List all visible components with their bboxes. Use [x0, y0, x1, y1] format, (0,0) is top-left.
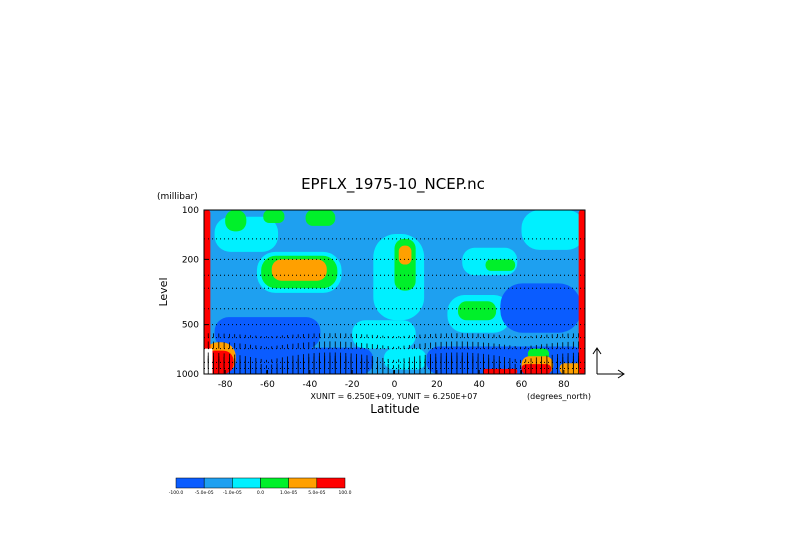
colorbar-swatch: [316, 477, 346, 489]
contour-region-strong_negative: [500, 283, 581, 333]
colorbar-label: 5.0e-05: [308, 490, 325, 496]
x-tick-label: 60: [516, 380, 528, 390]
y-axis-units: (millibar): [157, 192, 198, 202]
colorbar-swatch: [203, 477, 233, 489]
contour-region-weak_negative: [521, 210, 585, 250]
chart-title: EPFLX_1975-10_NCEP.nc: [301, 175, 485, 194]
colorbar-label: 100.0: [339, 490, 352, 496]
x-tick-label: -40: [302, 380, 317, 390]
x-tick-label: -60: [260, 380, 275, 390]
colorbar-swatch: [260, 477, 289, 489]
x-tick-label: -20: [345, 380, 360, 390]
contour-region-weak_negative: [383, 348, 427, 370]
y-tick-label: 1000: [176, 370, 199, 380]
colorbar-label: -5.0e-05: [195, 490, 214, 496]
flux-vectors: [207, 333, 580, 374]
contour-region-weak_positive: [305, 210, 336, 226]
contour-region-positive: [398, 245, 412, 265]
y-tick-label: 200: [182, 255, 199, 265]
colorbar-label: 1.0e-05: [280, 490, 297, 496]
contour-region-weak_positive: [485, 259, 516, 271]
vector-scale-note: XUNIT = 6.250E+09, YUNIT = 6.250E+07: [311, 392, 478, 401]
contour-region-strong_positive: [483, 368, 518, 374]
x-tick-label: 40: [473, 380, 485, 390]
contour-region-strong_positive: [578, 210, 585, 374]
contour-region-strong_positive: [204, 210, 211, 374]
contour-region-weak_positive: [263, 210, 285, 223]
x-tick-label: -80: [218, 380, 233, 390]
contour-region-positive: [271, 259, 327, 281]
contour-region-weak_positive: [458, 301, 497, 321]
y-tick-label: 500: [182, 321, 199, 331]
y-axis: 100 200 500 1000: [176, 206, 208, 380]
contour-region-strong_negative: [214, 347, 374, 374]
reference-vector-icon: [592, 347, 625, 379]
contour-field: [204, 210, 585, 374]
contour-region-weak_negative: [352, 320, 416, 349]
colorbar-swatch: [175, 477, 205, 489]
colorbar-label: -100.0: [169, 490, 184, 496]
x-axis-units: (degrees_north): [527, 392, 591, 401]
x-tick-label: 80: [558, 380, 570, 390]
x-tick-label: 0: [392, 380, 398, 390]
colorbar-label: -1.0e-05: [223, 490, 242, 496]
x-axis-label: Latitude: [370, 402, 419, 416]
x-axis: -80 -60 -40 -20 0 20 40 60 80: [218, 370, 570, 390]
y-axis-label: Level: [157, 277, 170, 306]
colorbar-label: 0.0: [257, 490, 264, 496]
y-tick-label: 100: [182, 206, 199, 216]
colorbar-swatch: [232, 477, 261, 489]
colorbar: -100.0 -5.0e-05 -1.0e-05 0.0 1.0e-05 5.0e-05 1…: [169, 477, 352, 496]
colorbar-swatch: [288, 477, 318, 489]
contour-region-weak_positive: [225, 210, 247, 232]
contour-region-strong_negative: [214, 317, 321, 349]
x-tick-label: 20: [431, 380, 443, 390]
